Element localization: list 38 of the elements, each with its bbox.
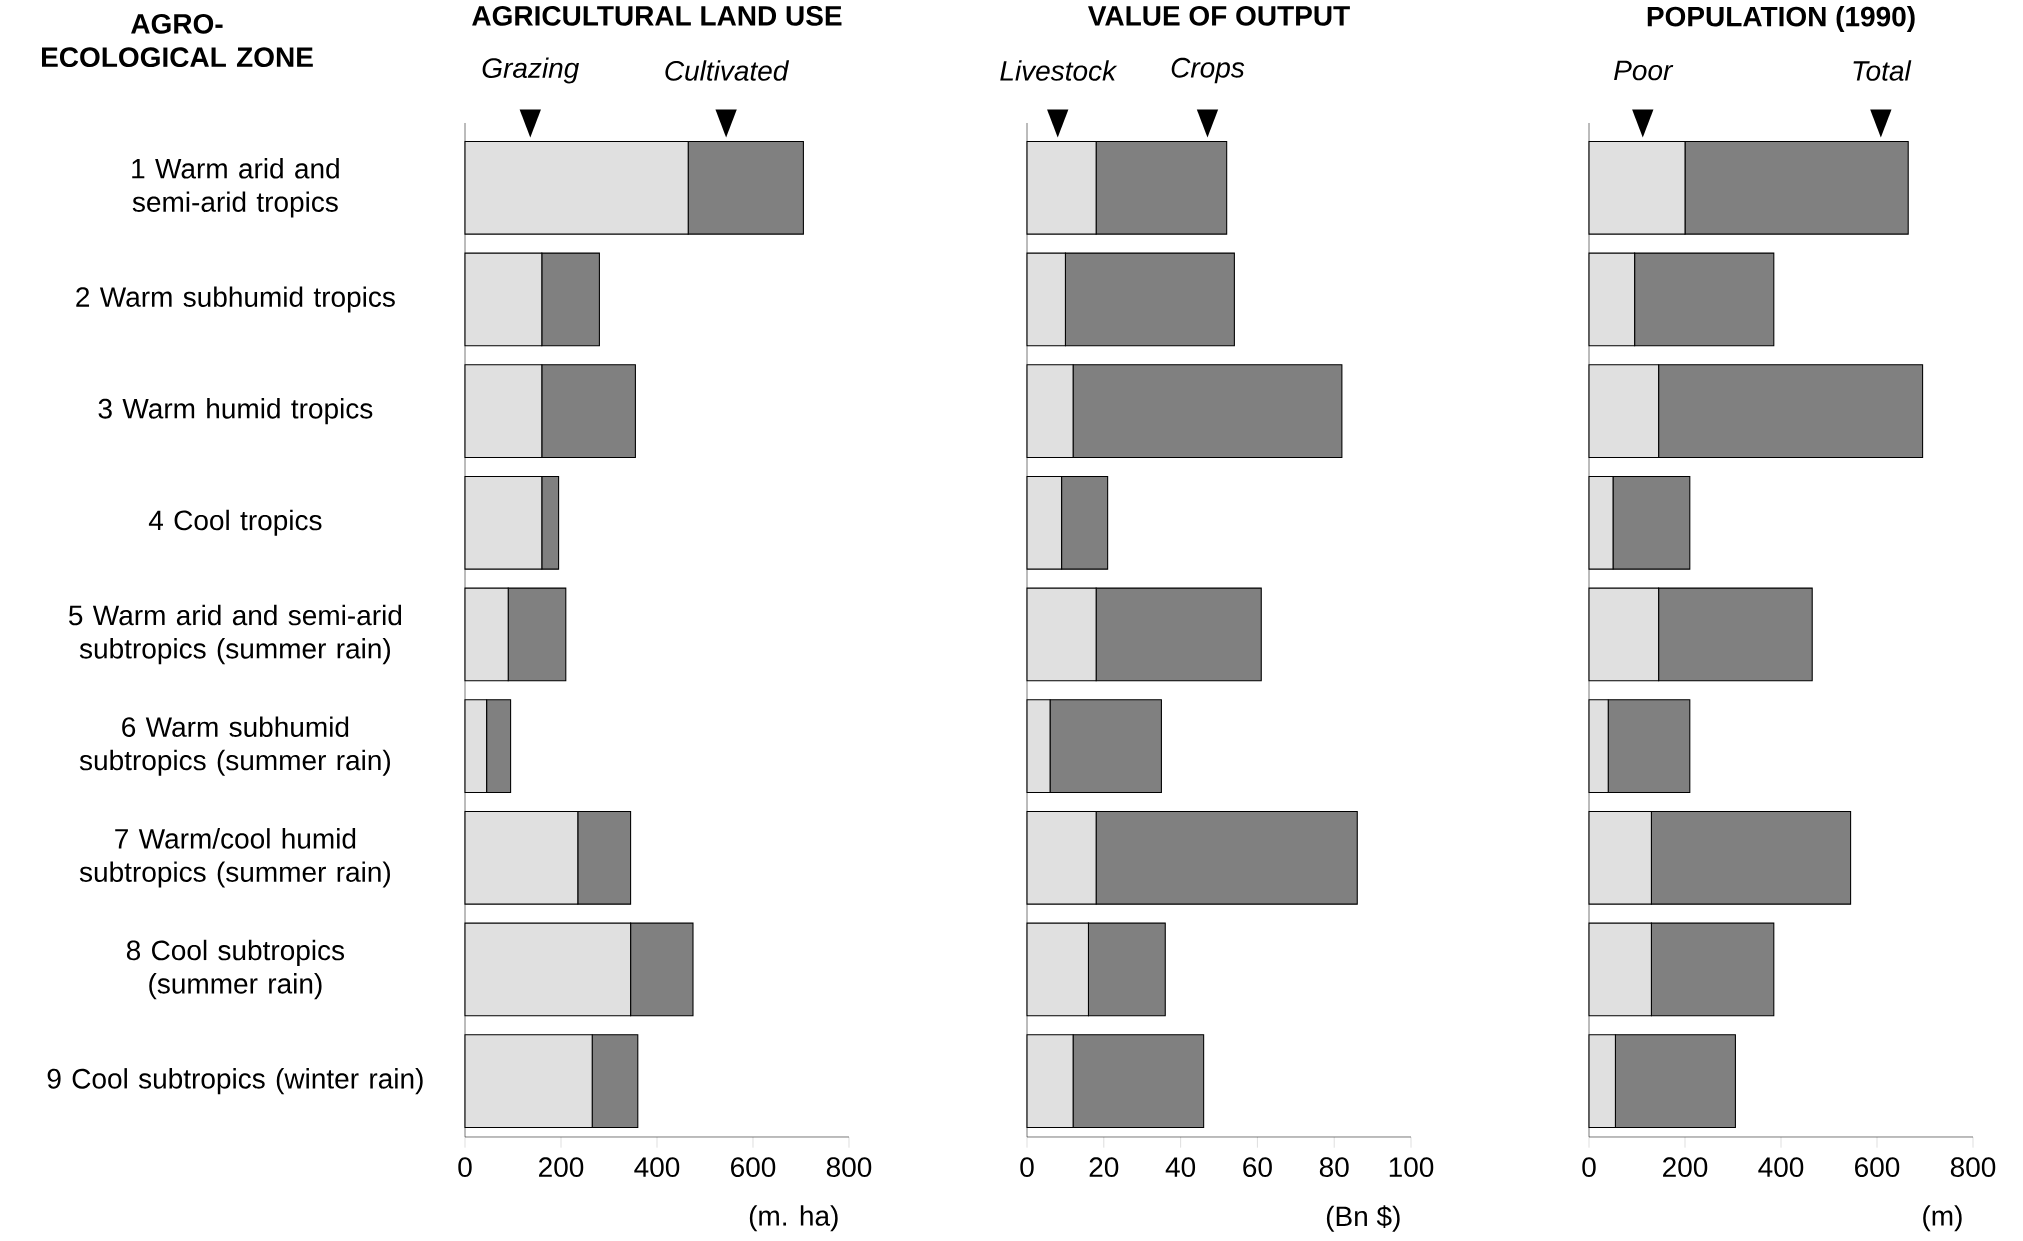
text: Cultivated bbox=[665, 60, 790, 81]
x-tick-label: 200 bbox=[539, 1157, 584, 1178]
text: Livestock bbox=[1000, 60, 1118, 81]
x-axis-title: (Bn $) bbox=[1326, 1205, 1400, 1232]
text: Grazing bbox=[482, 57, 580, 84]
x-axis-title: (m. ha) bbox=[749, 1205, 838, 1232]
x-tick-label: 600 bbox=[1855, 1157, 1900, 1178]
x-tick-label: 0 bbox=[1020, 1157, 1034, 1178]
x-tick-label: 0 bbox=[1582, 1157, 1596, 1178]
y-tick-label: 6 Warm subhumid subtropics (summer rain) bbox=[79, 716, 390, 776]
x-tick-label: 600 bbox=[731, 1157, 776, 1178]
x-axis-title: (m) bbox=[1923, 1205, 1962, 1232]
y-tick-label: 2 Warm subhumid tropics bbox=[76, 286, 395, 313]
x-tick-label: 20 bbox=[1089, 1157, 1119, 1178]
y-tick-label: 3 Warm humid tropics bbox=[98, 398, 373, 425]
y-tick-label: 1 Warm arid and semi-arid tropics bbox=[132, 158, 339, 218]
chart-title: AGRICULTURAL LAND USE bbox=[472, 5, 842, 26]
y-tick-label: 5 Warm arid and semi-arid subtropics (summer rain) bbox=[69, 604, 402, 665]
chart-title: POPULATION (1990) bbox=[1647, 5, 1915, 33]
y-tick-label: 8 Cool subtropics (summer rain) bbox=[126, 939, 345, 1000]
text: Total bbox=[1853, 60, 1912, 81]
y-tick-label: 9 Cool subtropics (winter rain) bbox=[47, 1068, 423, 1095]
y-tick-label: 4 Cool tropics bbox=[148, 509, 322, 536]
x-tick-label: 40 bbox=[1165, 1157, 1196, 1178]
chart-title: VALUE OF OUTPUT bbox=[1088, 5, 1350, 26]
x-tick-label: 0 bbox=[458, 1157, 472, 1178]
x-tick-label: 800 bbox=[1950, 1157, 1996, 1178]
x-tick-label: 80 bbox=[1319, 1157, 1349, 1178]
x-tick-label: 60 bbox=[1243, 1157, 1272, 1178]
text: Poor bbox=[1614, 60, 1674, 81]
x-tick-label: 400 bbox=[634, 1157, 680, 1178]
x-tick-label: 800 bbox=[826, 1157, 872, 1178]
x-tick-label: 200 bbox=[1663, 1157, 1708, 1178]
x-tick-label: 400 bbox=[1758, 1157, 1804, 1178]
y-axis-title: AGRO-ECOLOGICAL ZONE bbox=[42, 13, 313, 68]
x-tick-label: 100 bbox=[1389, 1157, 1434, 1178]
y-tick-label: 7 Warm/cool humid subtropics (summer rain) bbox=[79, 828, 390, 888]
text: Crops bbox=[1171, 57, 1245, 84]
